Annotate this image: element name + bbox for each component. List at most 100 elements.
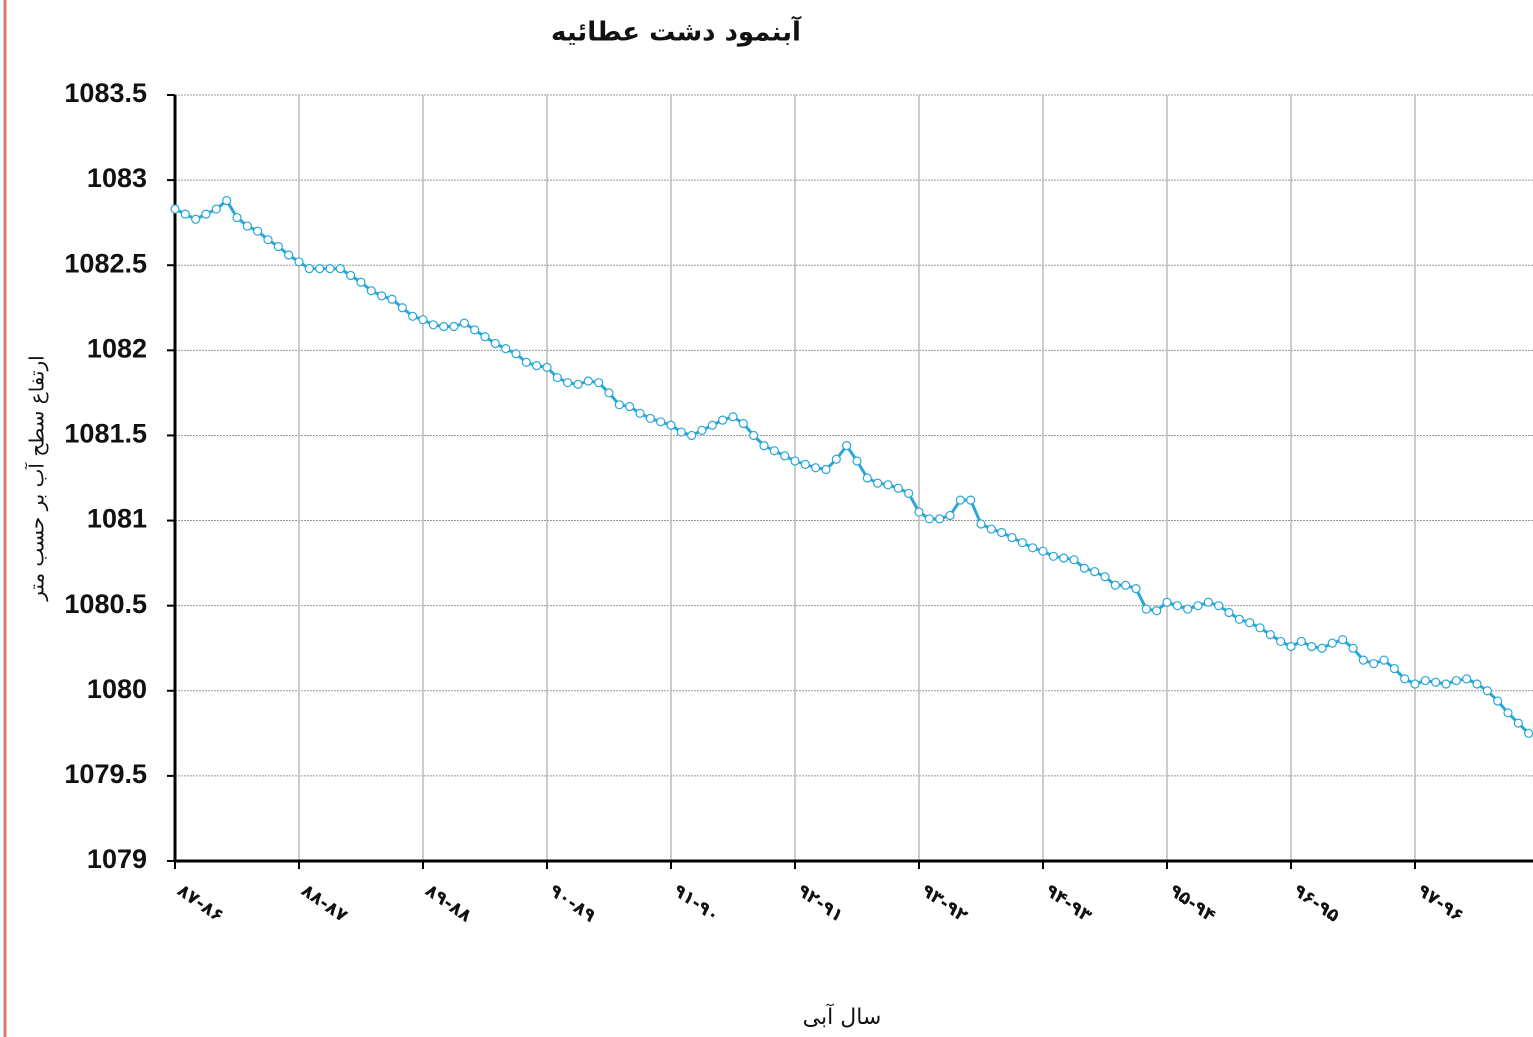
data-point (1431, 677, 1441, 687)
y-tick-label: 1083 (87, 163, 147, 193)
data-point (1482, 686, 1492, 696)
data-point (986, 524, 996, 534)
data-point (862, 473, 872, 483)
data-point (831, 454, 841, 464)
data-point (1265, 630, 1275, 640)
x-tick-label: ۸۷-۸۶ (173, 880, 227, 927)
data-point (532, 361, 542, 371)
data-point (1255, 623, 1265, 633)
data-point (191, 214, 201, 224)
data-point (563, 378, 573, 388)
data-point (201, 209, 211, 219)
data-point (263, 235, 273, 245)
y-tick-label: 1079.5 (64, 759, 147, 789)
data-point (1503, 708, 1513, 718)
data-point (852, 456, 862, 466)
data-point (707, 420, 717, 430)
y-tick-label: 1080 (87, 674, 147, 704)
data-point (749, 430, 759, 441)
data-point (346, 270, 356, 281)
data-point (976, 519, 986, 529)
data-point (1493, 696, 1503, 706)
x-tick-label: ۹۳-۹۲ (917, 880, 971, 927)
data-point (408, 311, 418, 321)
data-point (511, 349, 521, 359)
y-tick-label: 1081 (87, 504, 147, 534)
data-point (1389, 664, 1399, 674)
data-point (842, 441, 852, 451)
data-point (873, 478, 883, 488)
x-tick-label: ۹۷-۹۶ (1413, 880, 1467, 927)
data-point (583, 376, 593, 386)
data-point (945, 510, 955, 521)
data-point (1462, 674, 1472, 684)
data-point (893, 483, 903, 493)
data-point (1276, 636, 1286, 647)
data-point (924, 514, 934, 524)
data-point (1358, 655, 1368, 665)
x-tick-label: ۹۱-۹۰ (669, 880, 723, 927)
data-point (542, 362, 552, 372)
x-tick-label: ۹۴-۹۳ (1041, 880, 1095, 927)
data-point (428, 320, 438, 330)
data-point (418, 315, 428, 325)
data-point (180, 209, 190, 219)
x-tick-label: ۹۶-۹۵ (1289, 880, 1343, 927)
data-point (769, 446, 779, 456)
x-tick-label: ۹۵-۹۴ (1165, 880, 1219, 927)
data-point (1379, 655, 1389, 665)
data-point (304, 264, 314, 274)
data-point (594, 378, 604, 388)
data-point (955, 495, 965, 505)
data-point (1131, 584, 1141, 594)
data-point (1472, 679, 1482, 689)
data-point (614, 400, 624, 410)
data-point (1513, 718, 1523, 728)
data-point (604, 388, 614, 398)
data-point (1121, 580, 1131, 590)
data-point (1317, 643, 1327, 653)
data-point (1172, 601, 1182, 611)
data-point (1234, 614, 1244, 624)
data-point (356, 277, 366, 287)
x-axis-label: سال آبی (803, 1003, 882, 1030)
y-tick-label: 1080.5 (64, 589, 147, 619)
data-point (635, 408, 645, 418)
data-point (273, 241, 283, 252)
data-point (914, 507, 924, 517)
data-point (459, 318, 469, 328)
data-point (676, 427, 686, 437)
data-point (656, 417, 666, 427)
data-point (552, 372, 562, 383)
data-point (1400, 674, 1410, 684)
data-point (790, 456, 800, 466)
data-point (1410, 679, 1420, 689)
y-axis-label: ارتفاع سطح آب بر حسب متر (24, 355, 49, 601)
data-point (470, 325, 480, 335)
data-point (1141, 604, 1151, 614)
data-point (1245, 618, 1255, 628)
data-point (366, 286, 376, 296)
data-point (1451, 675, 1461, 686)
data-point (1152, 606, 1162, 616)
data-point (170, 204, 180, 214)
data-point (1441, 679, 1451, 689)
data-point (780, 451, 790, 461)
x-tick-label: ۸۹-۸۸ (421, 880, 475, 927)
data-point (1524, 728, 1533, 738)
data-point (687, 430, 697, 441)
data-point (573, 379, 583, 389)
data-point (1224, 607, 1234, 618)
data-point (501, 344, 511, 354)
y-tick-label: 1083.5 (64, 78, 147, 108)
data-point (1079, 563, 1089, 573)
data-point (1069, 555, 1079, 565)
data-point (800, 459, 810, 469)
data-point (1162, 597, 1172, 607)
data-point (480, 332, 490, 342)
data-point (294, 257, 304, 267)
data-point (325, 264, 335, 274)
data-point (935, 514, 945, 524)
data-point (1307, 641, 1317, 652)
